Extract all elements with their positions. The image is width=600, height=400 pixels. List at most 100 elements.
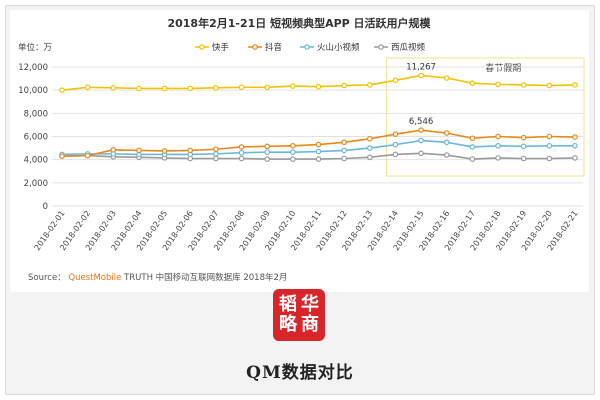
data-point [213,151,219,157]
logo-char: 商 [301,314,319,335]
brand-logo: 韬 华 略 商 [273,289,325,341]
source-line: Source： QuestMobile TRUTH 中国移动互联网数据库 201… [28,271,287,283]
source-brand: QuestMobile [68,273,122,283]
data-point [572,134,578,140]
data-point [366,136,373,142]
data-point [520,143,527,150]
data-point [213,155,219,162]
data-point [264,143,271,150]
holiday-box [385,57,585,177]
data-point [315,83,322,90]
data-point [290,149,296,155]
y-tick-label: 10,000 [18,86,48,96]
legend-marker [378,44,384,50]
data-point [392,141,399,148]
data-point [469,156,476,162]
y-tick-label: 4,000 [24,156,48,166]
y-tick-label: 12,000 [18,63,48,73]
data-point [443,139,450,146]
logo-char: 略 [279,314,297,335]
data-point [418,72,424,79]
data-point [264,84,271,91]
logo-char: 华 [301,294,319,315]
data-point [84,84,91,91]
legend-item: 快手 [212,42,230,53]
data-point [290,142,296,149]
data-point [341,139,347,146]
data-point [161,148,168,154]
data-point [213,146,219,153]
data-point [84,152,91,159]
data-point [187,85,194,92]
data-point [392,151,399,158]
data-point [161,85,168,92]
chart-card: 春节假期 2018年2月1-21日 短视频典型APP 日活跃用户规模单位：万 0 2,… [10,10,589,292]
data-point [443,130,450,136]
data-point [290,83,296,89]
data-point [290,156,296,162]
data-point [418,127,424,133]
data-point [495,81,501,88]
data-point [443,152,450,158]
data-point [238,155,245,162]
data-point [418,137,424,144]
unit-label: 单位：万 [18,42,52,53]
data-point [238,84,245,91]
data-point [443,75,450,81]
data-point [264,149,271,155]
data-point [341,155,347,162]
holiday-label: 春节假期 [485,62,521,74]
data-point [315,156,322,162]
data-point [187,147,194,154]
data-point [520,134,527,141]
data-point [238,144,245,150]
legend-item: 抖音 [265,42,283,53]
data-point [546,133,553,140]
data-point [572,155,578,161]
data-point [495,142,501,149]
legend-marker [199,44,205,50]
source-rest: TRUTH 中国移动互联网数据库 2018年2月 [124,273,288,283]
data-point [392,131,399,137]
data-point [469,80,476,87]
legend-marker [304,44,310,50]
data-point [392,77,399,84]
data-point [366,82,373,88]
data-point [495,155,501,161]
data-point [366,145,373,151]
data-point [366,154,373,161]
data-point [315,141,322,148]
data-point [520,155,527,162]
data-point [110,147,117,153]
data-point [469,144,476,150]
data-point [264,156,271,162]
data-point [469,135,476,142]
logo-char: 韬 [279,294,297,315]
data-point [572,142,578,149]
data-point [59,153,65,159]
data-point [520,82,527,88]
data-point [546,155,553,162]
data-point [546,142,553,149]
data-point [315,148,322,155]
data-point [341,82,347,89]
y-tick-label: 0 [43,202,48,212]
chart-title: 2018年2月1-21日 短视频典型APP 日活跃用户规模 [167,16,431,30]
data-point [136,147,142,154]
data-point [572,82,578,88]
data-point [213,85,219,91]
data-point [59,87,65,93]
data-point [495,133,501,140]
data-point [546,82,553,89]
y-tick-label: 2,000 [24,179,48,189]
data-label: 11,267 [406,62,436,72]
data-label: 6,546 [409,117,433,127]
page-caption: QM数据对比 [246,363,354,383]
legend-item: 火山小视频 [317,42,360,53]
data-point [418,150,424,157]
legend-marker [252,44,258,50]
data-point [341,147,347,154]
data-point [238,149,245,156]
source-label: Source： [28,273,66,283]
